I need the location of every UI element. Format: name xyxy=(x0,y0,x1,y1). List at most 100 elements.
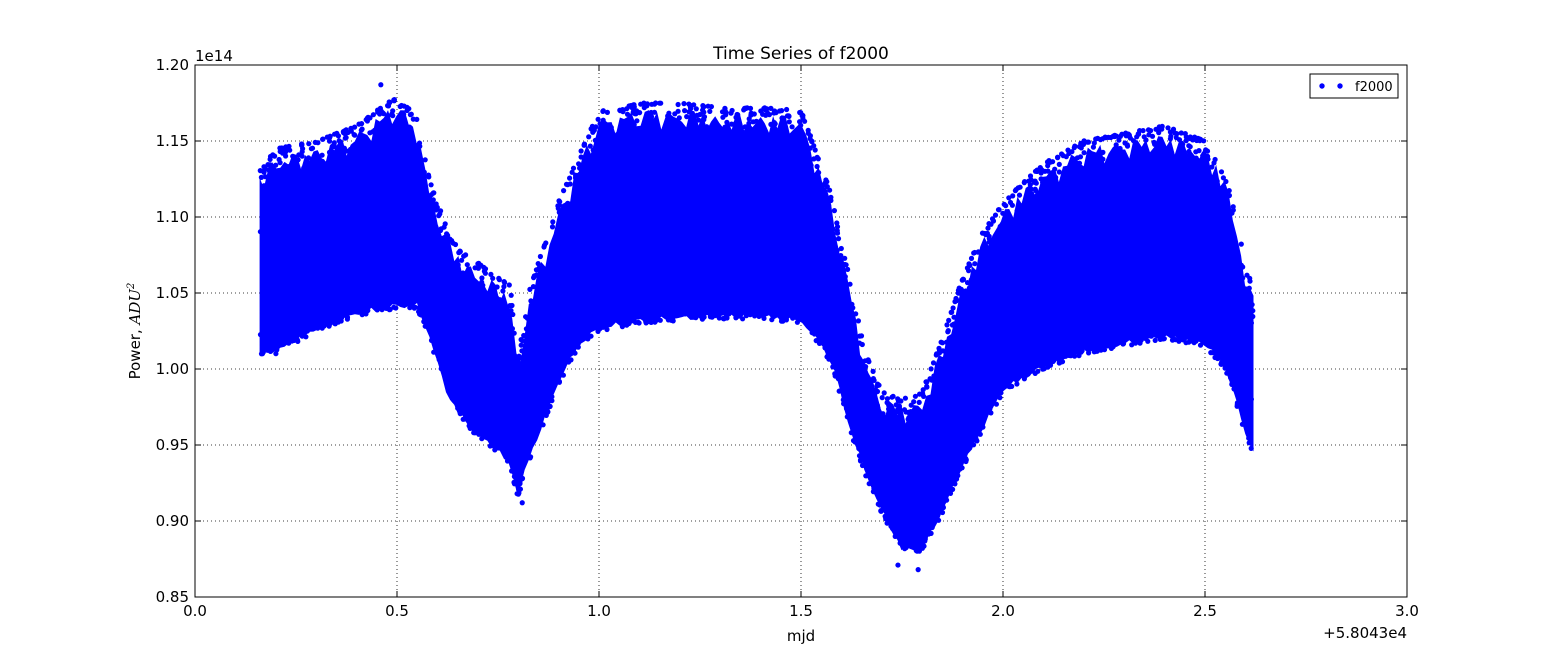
data-point xyxy=(989,313,995,319)
data-point xyxy=(1204,148,1211,154)
legend-marker-f2000 xyxy=(1337,83,1343,89)
data-point xyxy=(595,268,601,274)
data-point xyxy=(444,374,450,380)
data-point xyxy=(554,317,560,323)
data-point xyxy=(614,313,620,319)
data-point xyxy=(1164,232,1171,238)
data-point xyxy=(635,313,641,319)
data-point xyxy=(1108,333,1114,339)
data-point xyxy=(780,133,787,140)
data-point xyxy=(1241,351,1247,357)
data-point xyxy=(870,368,876,374)
data-point xyxy=(319,158,325,164)
data-point xyxy=(675,101,681,108)
data-point xyxy=(295,157,301,163)
data-point xyxy=(552,304,558,310)
data-point xyxy=(1217,345,1223,351)
data-point xyxy=(431,202,437,208)
data-point xyxy=(349,160,355,166)
data-point xyxy=(763,183,769,189)
data-point xyxy=(653,159,660,165)
data-point xyxy=(937,370,943,376)
legend-marker-f2000 xyxy=(1319,83,1325,89)
data-point xyxy=(560,362,566,369)
data-point xyxy=(359,121,365,127)
data-point xyxy=(692,133,698,139)
data-point xyxy=(1223,229,1229,235)
data-point xyxy=(844,379,851,385)
data-point xyxy=(303,334,309,340)
data-point xyxy=(931,413,937,419)
data-point xyxy=(270,341,276,347)
data-point xyxy=(756,139,763,145)
data-point xyxy=(985,405,992,411)
data-point xyxy=(998,390,1004,396)
data-point xyxy=(1136,131,1142,137)
x-tick-label: 1.0 xyxy=(587,602,611,620)
data-point xyxy=(569,169,575,175)
data-point xyxy=(427,219,434,225)
data-point xyxy=(1154,310,1160,316)
data-point xyxy=(665,136,671,142)
data-point xyxy=(397,103,403,110)
data-point xyxy=(588,165,594,171)
data-point xyxy=(1194,252,1200,258)
data-point xyxy=(1181,310,1187,316)
data-point xyxy=(385,113,391,119)
data-point xyxy=(502,315,508,321)
data-point xyxy=(501,284,507,290)
data-point xyxy=(1011,373,1017,379)
data-point xyxy=(1110,133,1116,139)
data-point xyxy=(1026,210,1032,216)
data-point xyxy=(407,207,413,213)
data-point xyxy=(597,121,603,127)
data-point xyxy=(969,320,975,326)
data-point xyxy=(286,180,292,186)
data-point xyxy=(1246,440,1252,446)
data-point xyxy=(796,149,802,155)
data-point xyxy=(1186,330,1192,336)
data-point xyxy=(509,326,515,332)
data-point xyxy=(945,350,951,356)
data-point xyxy=(1212,196,1218,202)
data-point xyxy=(1224,347,1230,353)
data-point xyxy=(1238,396,1244,402)
data-point xyxy=(369,218,375,224)
data-point xyxy=(722,315,728,321)
data-point xyxy=(660,141,666,147)
data-point xyxy=(363,283,369,289)
data-point xyxy=(1246,435,1252,441)
data-point xyxy=(921,393,927,399)
data-point xyxy=(380,185,386,192)
data-point xyxy=(1224,211,1230,217)
data-point xyxy=(1056,259,1062,265)
data-point xyxy=(688,106,694,112)
data-point xyxy=(863,364,869,370)
data-point xyxy=(299,309,305,315)
data-point xyxy=(917,529,923,535)
data-point xyxy=(344,228,350,234)
data-point xyxy=(754,119,760,125)
data-point xyxy=(524,315,530,321)
data-point xyxy=(1160,279,1166,285)
data-point xyxy=(604,133,610,139)
data-point xyxy=(331,210,337,216)
data-point xyxy=(633,191,640,197)
data-point xyxy=(342,300,348,306)
data-point xyxy=(1006,276,1013,282)
data-point xyxy=(1049,239,1055,245)
data-point xyxy=(1026,218,1032,224)
data-point xyxy=(1105,220,1111,226)
data-point xyxy=(361,250,367,256)
data-point xyxy=(1087,344,1093,350)
data-point xyxy=(761,239,767,245)
data-point xyxy=(512,464,518,470)
data-point xyxy=(588,251,595,257)
data-point xyxy=(1220,175,1226,181)
data-point xyxy=(743,313,750,319)
data-point xyxy=(1149,174,1155,180)
data-point xyxy=(1105,134,1111,140)
data-point xyxy=(1172,337,1179,343)
data-point xyxy=(364,184,370,190)
data-point xyxy=(653,305,659,311)
